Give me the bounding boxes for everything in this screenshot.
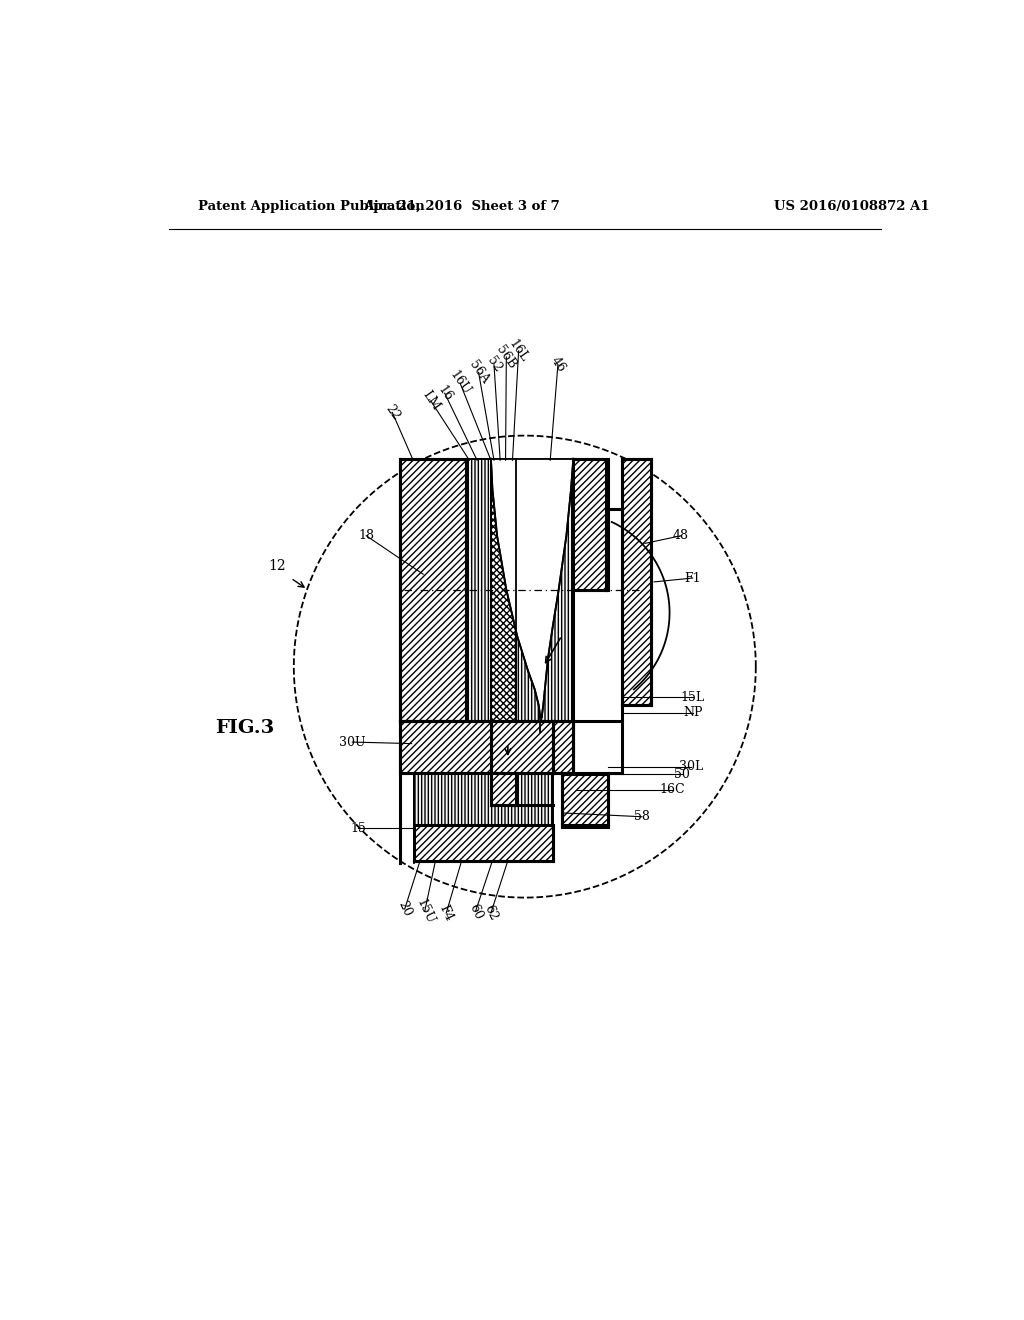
Text: 30U: 30U <box>339 735 366 748</box>
Text: 52: 52 <box>484 355 504 375</box>
Bar <box>466 459 490 721</box>
Text: 18: 18 <box>358 529 374 543</box>
Text: 15L: 15L <box>681 690 705 704</box>
Text: 22: 22 <box>383 403 402 422</box>
Text: 30L: 30L <box>679 760 703 774</box>
Text: 46: 46 <box>548 355 568 375</box>
Text: 60: 60 <box>466 902 484 921</box>
Text: 56B: 56B <box>494 343 519 371</box>
Bar <box>490 459 515 721</box>
Polygon shape <box>490 721 553 805</box>
Text: 48: 48 <box>673 529 689 543</box>
Text: Apr. 21, 2016  Sheet 3 of 7: Apr. 21, 2016 Sheet 3 of 7 <box>364 199 560 213</box>
Bar <box>515 459 573 721</box>
Text: FIG.3: FIG.3 <box>215 719 274 737</box>
Text: F4: F4 <box>437 903 456 923</box>
Text: F1: F1 <box>684 572 701 585</box>
Polygon shape <box>490 459 573 717</box>
Bar <box>622 459 651 705</box>
Text: 50: 50 <box>674 768 690 781</box>
Text: 15U: 15U <box>414 896 436 927</box>
Bar <box>553 721 573 774</box>
Text: US 2016/0108872 A1: US 2016/0108872 A1 <box>773 199 929 213</box>
Text: 62: 62 <box>481 903 500 923</box>
Text: NP: NP <box>683 706 702 719</box>
Bar <box>414 774 553 825</box>
Text: 12: 12 <box>268 560 286 573</box>
Text: Patent Application Publication: Patent Application Publication <box>199 199 425 213</box>
Bar <box>400 721 553 774</box>
Text: 16U: 16U <box>447 368 473 397</box>
Text: 58: 58 <box>634 810 650 824</box>
Bar <box>414 825 553 861</box>
Text: 56A: 56A <box>466 359 492 387</box>
Text: 20: 20 <box>395 899 414 919</box>
Text: 16L: 16L <box>506 337 530 364</box>
Text: 16C: 16C <box>659 783 685 796</box>
Bar <box>562 775 608 826</box>
Text: 15: 15 <box>350 822 367 834</box>
Bar <box>573 459 608 590</box>
Bar <box>400 459 466 721</box>
Text: LM: LM <box>420 388 442 413</box>
Text: 16: 16 <box>435 383 455 404</box>
